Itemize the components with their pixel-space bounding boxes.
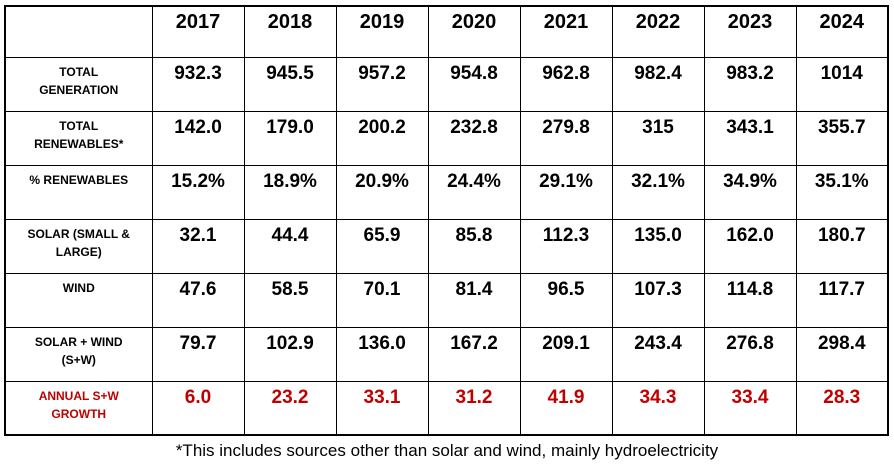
value-cell: 65.9	[335, 218, 429, 274]
value-cell: 343.1	[703, 110, 797, 166]
value-cell: 243.4	[611, 326, 705, 382]
year-header-2020: 2020	[427, 5, 521, 58]
value-cell: 79.7	[151, 326, 245, 382]
year-header-2023: 2023	[703, 5, 797, 58]
value-cell: 81.4	[427, 272, 521, 328]
year-header-2022: 2022	[611, 5, 705, 58]
table-header: 2017 2018 2019 2020 2021 2022 2023 2024	[4, 5, 889, 58]
year-header-2019: 2019	[335, 5, 429, 58]
value-cell: 44.4	[243, 218, 337, 274]
table-header-row: 2017 2018 2019 2020 2021 2022 2023 2024	[4, 5, 889, 58]
table-row: % RENEWABLES 15.2% 18.9% 20.9% 24.4% 29.1% 32.…	[4, 164, 889, 220]
value-cell: 33.4	[703, 380, 797, 436]
value-cell: 18.9%	[243, 164, 337, 220]
row-label: WIND	[4, 272, 153, 328]
value-cell: 315	[611, 110, 705, 166]
value-cell: 954.8	[427, 56, 521, 112]
value-cell: 34.3	[611, 380, 705, 436]
value-cell: 932.3	[151, 56, 245, 112]
row-label: SOLAR (SMALL & LARGE)	[4, 218, 153, 274]
value-cell: 70.1	[335, 272, 429, 328]
table-row: TOTAL GENERATION 932.3 945.5 957.2 954.8 962.…	[4, 56, 889, 112]
value-cell: 232.8	[427, 110, 521, 166]
value-cell: 1014	[795, 56, 889, 112]
value-cell: 32.1	[151, 218, 245, 274]
year-header-2018: 2018	[243, 5, 337, 58]
value-cell: 114.8	[703, 272, 797, 328]
table-row: ANNUAL S+W GROWTH 6.0 23.2 33.1 31.2 41.9 34.3…	[4, 380, 889, 436]
row-label: ANNUAL S+W GROWTH	[4, 380, 153, 436]
value-cell: 35.1%	[795, 164, 889, 220]
value-cell: 29.1%	[519, 164, 613, 220]
table-row: SOLAR (SMALL & LARGE) 32.1 44.4 65.9 85.8 112…	[4, 218, 889, 274]
row-label: TOTAL GENERATION	[4, 56, 153, 112]
value-cell: 167.2	[427, 326, 521, 382]
footnote: *This includes sources other than solar …	[175, 441, 719, 460]
value-cell: 135.0	[611, 218, 705, 274]
value-cell: 32.1%	[611, 164, 705, 220]
value-cell: 162.0	[703, 218, 797, 274]
value-cell: 58.5	[243, 272, 337, 328]
value-cell: 279.8	[519, 110, 613, 166]
value-cell: 117.7	[795, 272, 889, 328]
value-cell: 983.2	[703, 56, 797, 112]
renewables-table: 2017 2018 2019 2020 2021 2022 2023 2024 TOTAL G…	[4, 5, 889, 436]
table-row: SOLAR + WIND (S+W) 79.7 102.9 136.0 167.2 209…	[4, 326, 889, 382]
value-cell: 28.3	[795, 380, 889, 436]
value-cell: 107.3	[611, 272, 705, 328]
value-cell: 298.4	[795, 326, 889, 382]
value-cell: 276.8	[703, 326, 797, 382]
value-cell: 102.9	[243, 326, 337, 382]
value-cell: 85.8	[427, 218, 521, 274]
value-cell: 33.1	[335, 380, 429, 436]
value-cell: 200.2	[335, 110, 429, 166]
value-cell: 24.4%	[427, 164, 521, 220]
value-cell: 20.9%	[335, 164, 429, 220]
value-cell: 96.5	[519, 272, 613, 328]
table-body: TOTAL GENERATION 932.3 945.5 957.2 954.8 962.…	[4, 56, 889, 436]
year-header-2017: 2017	[151, 5, 245, 58]
value-cell: 15.2%	[151, 164, 245, 220]
value-cell: 142.0	[151, 110, 245, 166]
value-cell: 112.3	[519, 218, 613, 274]
value-cell: 6.0	[151, 380, 245, 436]
row-label: TOTAL RENEWABLES*	[4, 110, 153, 166]
value-cell: 47.6	[151, 272, 245, 328]
value-cell: 34.9%	[703, 164, 797, 220]
table-row: TOTAL RENEWABLES* 142.0 179.0 200.2 232.8 279…	[4, 110, 889, 166]
value-cell: 982.4	[611, 56, 705, 112]
value-cell: 355.7	[795, 110, 889, 166]
value-cell: 136.0	[335, 326, 429, 382]
year-header-2024: 2024	[795, 5, 889, 58]
value-cell: 945.5	[243, 56, 337, 112]
row-label: % RENEWABLES	[4, 164, 153, 220]
value-cell: 957.2	[335, 56, 429, 112]
value-cell: 180.7	[795, 218, 889, 274]
value-cell: 41.9	[519, 380, 613, 436]
value-cell: 31.2	[427, 380, 521, 436]
value-cell: 209.1	[519, 326, 613, 382]
value-cell: 23.2	[243, 380, 337, 436]
table-row: WIND 47.6 58.5 70.1 81.4 96.5 107.3 114.8 117.7	[4, 272, 889, 328]
value-cell: 179.0	[243, 110, 337, 166]
row-label: SOLAR + WIND (S+W)	[4, 326, 153, 382]
value-cell: 962.8	[519, 56, 613, 112]
year-header-2021: 2021	[519, 5, 613, 58]
corner-empty-cell	[4, 5, 153, 58]
